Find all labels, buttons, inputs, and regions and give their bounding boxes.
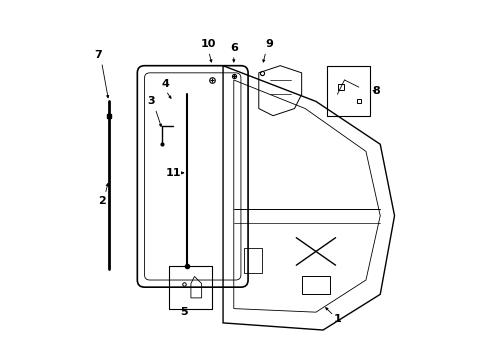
- Text: 8: 8: [372, 86, 380, 96]
- Bar: [301, 276, 329, 294]
- Text: 9: 9: [265, 39, 273, 49]
- Bar: [169, 266, 212, 309]
- Text: 11: 11: [165, 168, 181, 178]
- Text: 2: 2: [98, 197, 105, 206]
- Text: 7: 7: [94, 50, 102, 60]
- Text: 5: 5: [180, 307, 187, 317]
- Bar: [244, 248, 262, 273]
- Text: 6: 6: [229, 43, 237, 53]
- Text: 1: 1: [333, 314, 341, 324]
- Text: 10: 10: [201, 39, 216, 49]
- Bar: [326, 66, 369, 116]
- Text: 4: 4: [162, 78, 169, 89]
- Text: 3: 3: [147, 96, 155, 107]
